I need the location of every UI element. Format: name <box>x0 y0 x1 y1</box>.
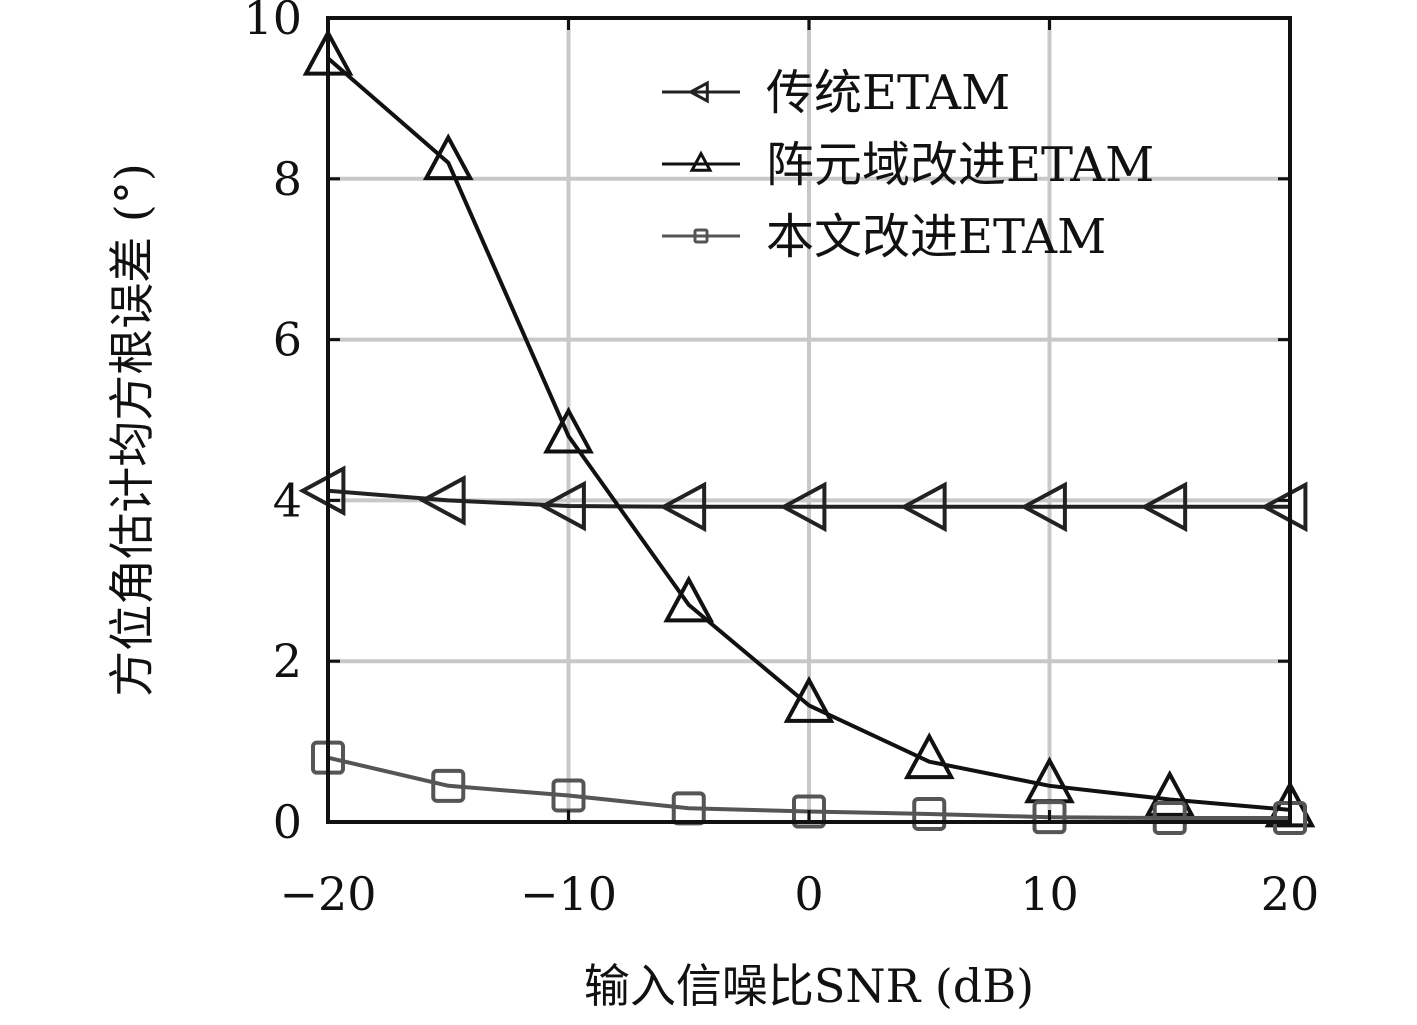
series-line-1 <box>326 56 1291 812</box>
legend-item-2: 本文改进ETAM <box>662 209 1106 265</box>
data-point-0-6 <box>1019 481 1067 533</box>
series-line-0 <box>327 488 1290 509</box>
y-tick-label-1: 2 <box>273 634 302 688</box>
data-point-0-2 <box>538 480 586 532</box>
data-point-1-7 <box>1144 769 1196 817</box>
legend: 传统ETAM 阵元域改进ETAM 本文改进ETAM <box>662 65 1154 265</box>
data-point-2-5 <box>912 796 947 831</box>
y-tick-label-2: 4 <box>273 473 302 527</box>
data-point-0-3 <box>659 481 707 533</box>
data-point-2-6 <box>1032 800 1067 835</box>
legend-marker-2 <box>693 228 709 244</box>
y-tick-label-5: 10 <box>243 0 302 45</box>
data-point-0-4 <box>779 481 827 533</box>
y-tick-label-3: 6 <box>273 313 302 367</box>
x-tick-label-2: 0 <box>794 867 823 921</box>
x-tick-label-3: 10 <box>1020 867 1079 921</box>
data-point-2-4 <box>792 794 826 829</box>
data-point-1-2 <box>543 406 594 454</box>
data-point-0-8 <box>1260 481 1308 533</box>
data-point-1-8 <box>1264 780 1316 828</box>
data-point-2-1 <box>431 768 466 803</box>
axes: −20 −10 0 10 20 0 2 4 6 8 10 <box>243 0 1319 921</box>
legend-label-2: 本文改进ETAM <box>766 209 1106 265</box>
x-axis-label: 输入信噪比SNR (dB) <box>584 959 1034 1013</box>
legend-item-1: 阵元域改进ETAM <box>662 137 1154 193</box>
legend-item-0: 传统ETAM <box>662 65 1010 121</box>
data-point-1-3 <box>663 575 715 623</box>
data-point-0-0 <box>298 465 346 517</box>
legend-marker-1 <box>689 150 713 172</box>
series-0 <box>298 465 1308 533</box>
data-point-1-4 <box>783 675 835 723</box>
data-point-2-7 <box>1152 800 1187 835</box>
data-point-0-1 <box>418 475 466 526</box>
legend-marker-0 <box>687 80 709 104</box>
data-point-1-5 <box>903 732 955 780</box>
data-point-1-1 <box>422 133 474 181</box>
y-tick-label-4: 8 <box>273 152 302 206</box>
x-tick-label-4: 20 <box>1261 867 1320 921</box>
data-point-0-7 <box>1140 481 1188 533</box>
data-point-0-5 <box>899 481 947 533</box>
series-1 <box>302 28 1316 828</box>
legend-label-0: 传统ETAM <box>766 65 1010 121</box>
series-layer <box>298 28 1316 835</box>
y-axis-label: 方位角估计均方根误差 (°) <box>105 163 159 697</box>
y-tick-label-0: 0 <box>273 795 302 849</box>
x-tick-label-0: −20 <box>279 867 376 921</box>
legend-label-1: 阵元域改进ETAM <box>766 137 1154 193</box>
x-tick-label-1: −10 <box>520 867 617 921</box>
